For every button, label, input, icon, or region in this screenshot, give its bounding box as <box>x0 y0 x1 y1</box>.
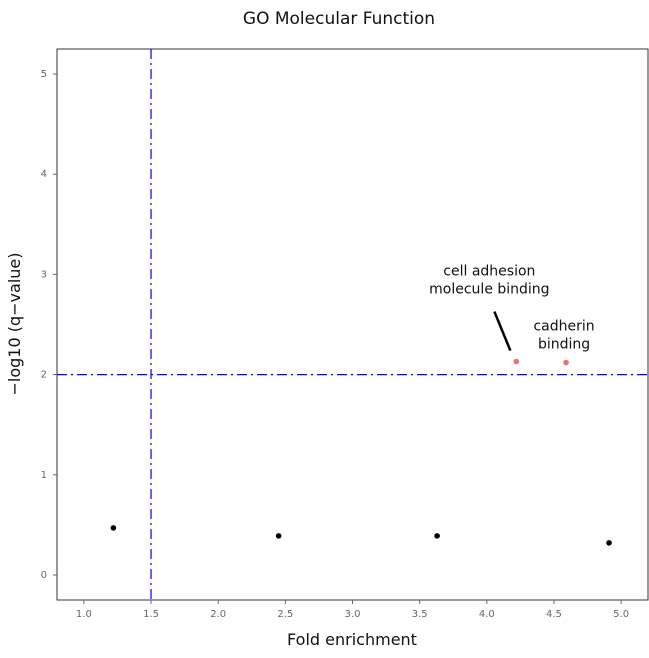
data-point <box>110 525 117 531</box>
reference-lines <box>57 49 648 600</box>
y-tick-label: 3 <box>41 269 47 280</box>
x-axis-label: Fold enrichment <box>287 630 417 649</box>
data-point <box>275 533 282 539</box>
x-tick-label: 3.0 <box>345 609 361 620</box>
x-tick-label: 4.0 <box>479 609 495 620</box>
x-tick-label: 5.0 <box>613 609 629 620</box>
annotations-layer: cell adhesion molecule binding cadherin bin… <box>429 264 594 353</box>
data-point-cell-adhesion-molecule-binding <box>513 358 520 365</box>
annotation-line: binding <box>538 337 590 353</box>
x-tick-label: 2.5 <box>277 609 293 620</box>
data-point <box>606 540 612 546</box>
y-axis-label: −log10 (q−value) <box>5 253 24 396</box>
plot-border <box>56 48 649 601</box>
y-tick-label: 1 <box>41 470 47 481</box>
annotation-cell-adhesion-molecule-binding: cell adhesion molecule binding <box>429 264 549 298</box>
y-tick-label: 0 <box>41 570 47 581</box>
chart-title: GO Molecular Function <box>243 9 435 29</box>
y-tick-label: 2 <box>41 370 47 381</box>
annotation-leader-line <box>493 311 512 352</box>
annotation-line: molecule binding <box>429 282 549 298</box>
annotation-line: cell adhesion <box>443 264 535 280</box>
annotation-cadherin-binding: cadherin binding <box>533 319 594 353</box>
x-tick-label: 1.0 <box>76 609 92 620</box>
annotation-line: cadherin <box>533 319 594 335</box>
x-axis: 1.0 1.5 2.0 2.5 3.0 3.5 4.0 4.5 5.0 <box>76 600 629 620</box>
x-tick-label: 4.5 <box>546 609 562 620</box>
plot-area <box>56 48 649 601</box>
data-point <box>434 533 440 539</box>
y-tick-label: 4 <box>41 169 47 180</box>
x-tick-label: 3.5 <box>412 609 428 620</box>
y-axis: 0 1 2 3 4 5 <box>41 69 57 581</box>
points-layer <box>110 358 612 546</box>
data-point-cadherin-binding <box>563 359 569 366</box>
y-tick-label: 5 <box>41 69 47 80</box>
x-tick-label: 1.5 <box>143 609 159 620</box>
x-tick-label: 2.0 <box>210 609 226 620</box>
